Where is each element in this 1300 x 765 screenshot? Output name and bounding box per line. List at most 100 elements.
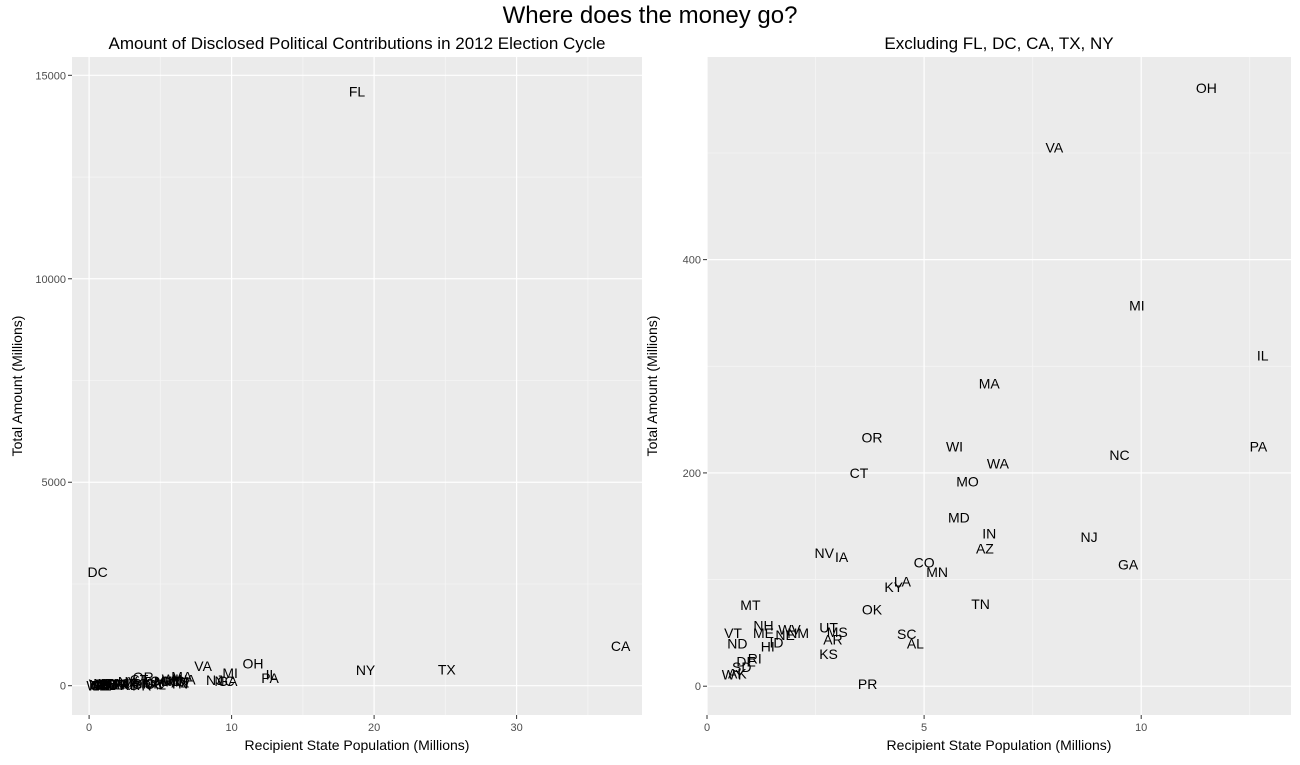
excl-x-axis-label: Recipient State Population (Millions) (887, 737, 1112, 753)
all-point-ok: OK (132, 675, 153, 691)
all-point-nm: NM (107, 676, 129, 692)
all-point-ct: CT (130, 672, 149, 688)
excl-point-ms: MS (827, 624, 848, 640)
excl-x-tick-label: 10 (1135, 722, 1147, 734)
excl-point-mo: MO (956, 473, 979, 489)
all-x-axis-label: Recipient State Population (Millions) (245, 737, 470, 753)
all-point-ny: NY (356, 662, 376, 678)
chart-panel-all-states: 0 10 20 30 0 5000 10000 15000 FL DC CA NY TX OH VA MI IL… (9, 34, 642, 753)
excl-point-nv: NV (815, 545, 835, 561)
excl-point-ut: UT (819, 620, 838, 636)
excl-point-nm: NM (787, 625, 809, 641)
excl-point-hi: HI (761, 639, 775, 655)
all-point-sd: SD (91, 677, 110, 693)
excl-point-ok: OK (862, 601, 883, 617)
all-point-ks: KS (120, 677, 139, 693)
all-point-wv: WV (103, 676, 126, 692)
excl-point-al: AL (907, 636, 924, 652)
excl-point-va: VA (1046, 140, 1064, 156)
excl-point-pa: PA (1250, 438, 1268, 454)
all-point-nj: NJ (206, 672, 223, 688)
all-y-tick-label: 10000 (35, 274, 66, 286)
excl-point-ks: KS (819, 646, 838, 662)
excl-point-in: IN (982, 526, 996, 542)
all-point-ri: RI (96, 677, 110, 693)
all-point-dc: DC (88, 564, 108, 580)
all-point-ms: MS (121, 676, 142, 692)
all-y-tick-label: 15000 (35, 70, 66, 82)
excl-point-nd: ND (727, 636, 747, 652)
excl-point-nh: NH (753, 617, 773, 633)
excl-point-wv: WV (778, 622, 801, 638)
excl-point-ar: AR (823, 631, 842, 647)
all-point-ut: UT (120, 676, 139, 692)
all-y-axis-label: Total Amount (Millions) (9, 316, 25, 457)
excl-point-sd: SD (732, 659, 751, 675)
all-point-in: IN (175, 674, 189, 690)
figure-title: Where does the money go? (503, 2, 798, 29)
all-point-or: OR (133, 669, 154, 685)
all-x-tick-label: 20 (368, 722, 380, 734)
excl-point-mt: MT (740, 597, 761, 613)
all-point-mn: MN (154, 674, 176, 690)
all-point-ky: KY (141, 675, 160, 691)
chart-panel-excluding-outliers: 0 5 10 0 200 400 OH VA MI IL MA OR WI PA NC WA CT MO MD IN N… (644, 34, 1291, 753)
excl-x-tick-label: 0 (704, 722, 710, 734)
all-point-wy: WY (86, 678, 109, 694)
excl-y-tick-label: 0 (695, 681, 701, 693)
excl-point-wy: WY (722, 666, 745, 682)
excl-point-sc: SC (897, 626, 916, 642)
excl-point-vt: VT (724, 625, 742, 641)
all-point-hi: HI (102, 677, 116, 693)
all-x-tick-label: 10 (225, 722, 237, 734)
all-point-ar: AR (121, 677, 140, 693)
all-point-la: LA (145, 674, 163, 690)
all-point-ma: MA (171, 668, 193, 684)
excl-y-tick-label: 200 (683, 468, 701, 480)
all-point-co: CO (150, 673, 171, 689)
all-point-nd: ND (89, 676, 109, 692)
all-point-mo: MO (163, 673, 186, 689)
excl-point-or: OR (861, 430, 882, 446)
excl-point-mi: MI (1129, 297, 1145, 313)
all-point-ak: AK (90, 678, 109, 694)
excl-point-wi: WI (946, 438, 963, 454)
all-point-ca: CA (611, 638, 631, 654)
excl-point-oh: OH (1196, 80, 1217, 96)
all-point-ga: GA (217, 673, 238, 689)
all-point-fl: FL (349, 84, 366, 100)
excl-point-nj: NJ (1081, 529, 1098, 545)
excl-point-wa: WA (987, 455, 1010, 471)
excl-y-axis-label: Total Amount (Millions) (644, 316, 660, 457)
all-point-wa: WA (174, 672, 197, 688)
all-point-oh: OH (242, 655, 263, 671)
excl-point-md: MD (948, 510, 970, 526)
excl-point-ky: KY (884, 579, 903, 595)
all-point-al: AL (149, 676, 166, 692)
all-point-mt: MT (93, 675, 114, 691)
excl-point-id: ID (769, 634, 783, 650)
excl-panel-title: Excluding FL, DC, CA, TX, NY (884, 34, 1113, 53)
excl-point-ak: AK (728, 665, 747, 681)
all-panel-background (72, 57, 642, 715)
excl-x-tick-label: 5 (921, 722, 927, 734)
excl-point-il: IL (1257, 348, 1269, 364)
excl-point-co: CO (914, 554, 935, 570)
all-point-ne: NE (105, 676, 124, 692)
excl-point-ne: NE (775, 627, 794, 643)
excl-point-de: DE (736, 654, 755, 670)
excl-y-tick-label: 400 (683, 255, 701, 267)
all-panel-title: Amount of Disclosed Political Contributi… (108, 34, 605, 53)
excl-point-la: LA (894, 574, 912, 590)
all-point-tn: TN (170, 675, 189, 691)
excl-point-nc: NC (1109, 447, 1129, 463)
all-point-il: IL (266, 666, 278, 682)
all-x-tick-label: 0 (86, 722, 92, 734)
excl-point-ri: RI (748, 650, 762, 666)
all-point-nh: NH (98, 676, 118, 692)
all-point-id: ID (105, 677, 119, 693)
all-point-nv: NV (118, 674, 138, 690)
all-point-va: VA (194, 658, 212, 674)
excl-panel-background (707, 57, 1291, 715)
